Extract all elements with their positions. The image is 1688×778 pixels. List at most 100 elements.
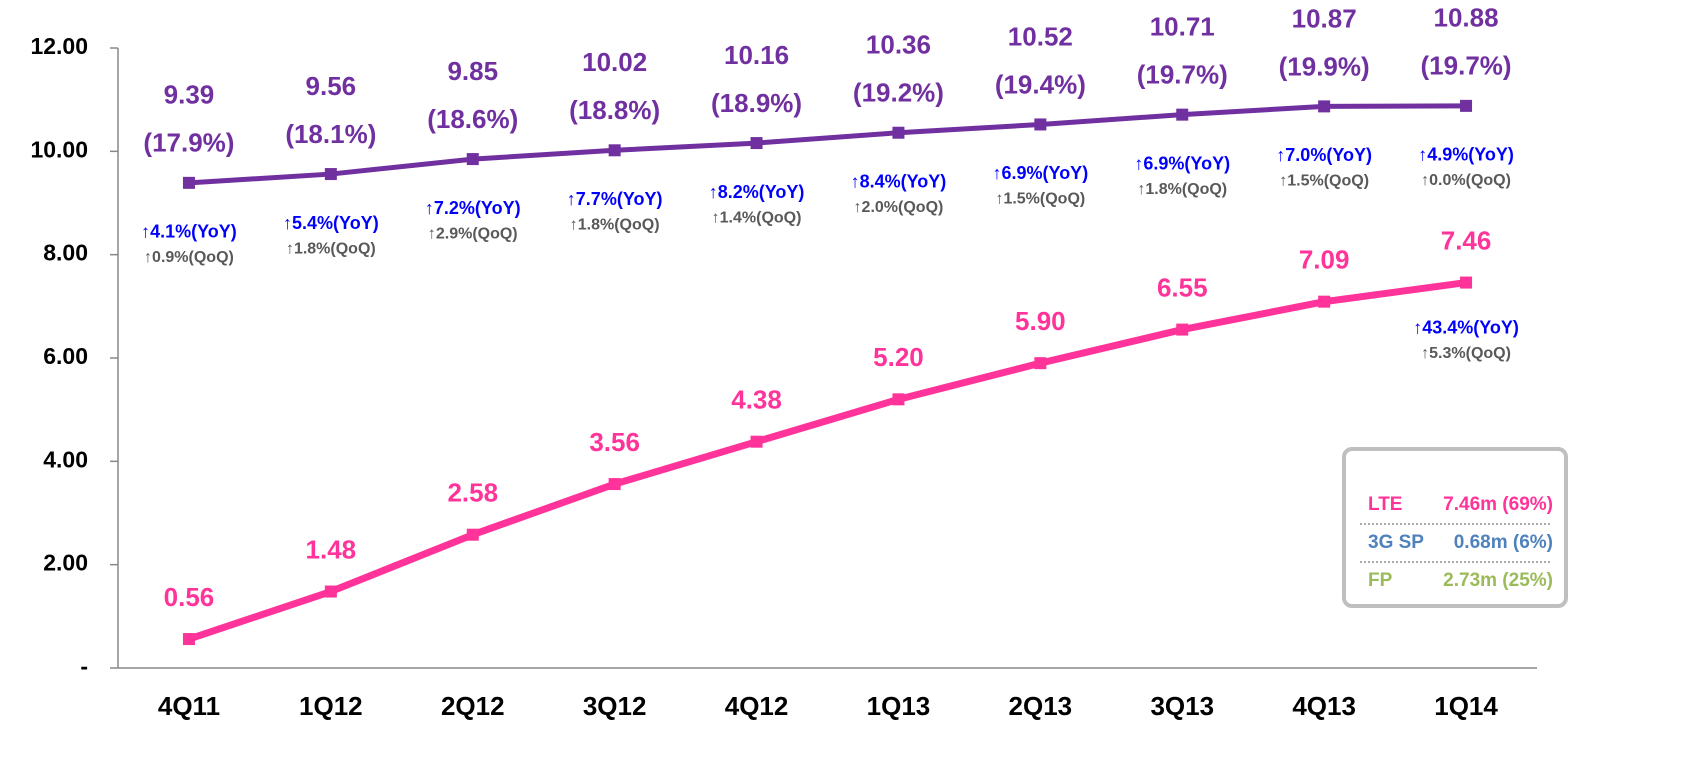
value-label: 9.56 — [306, 71, 357, 101]
value-label: 6.55 — [1157, 272, 1208, 302]
point-marker — [324, 168, 337, 181]
x-tick-label: 2Q13 — [1009, 691, 1073, 721]
value-label: 10.02 — [582, 47, 647, 77]
value-label: 10.36 — [866, 30, 931, 60]
yoy-label: ↑4.1%(YoY) — [141, 222, 237, 242]
share-label: (17.9%) — [143, 128, 234, 158]
yoy-label: ↑6.9%(YoY) — [1134, 153, 1230, 173]
share-label: (18.1%) — [285, 119, 376, 149]
qoq-label: ↑0.0%(QoQ) — [1421, 172, 1511, 189]
qoq-label: ↑5.3%(QoQ) — [1421, 345, 1511, 362]
series-line — [188, 103, 1467, 186]
qoq-label: ↑1.5%(QoQ) — [1279, 173, 1369, 190]
point-marker — [1460, 99, 1473, 112]
value-label: 4.38 — [731, 385, 782, 415]
value-label: 0.56 — [164, 582, 215, 612]
point-marker — [182, 633, 195, 646]
y-tick-label: - — [80, 653, 88, 679]
y-tick-label: 6.00 — [43, 343, 88, 369]
y-tick-label: 12.00 — [30, 33, 88, 59]
x-tick-label: 1Q14 — [1434, 691, 1498, 721]
box-row-label: FP — [1368, 570, 1393, 591]
value-label: 10.52 — [1008, 21, 1073, 51]
share-label: (19.7%) — [1137, 60, 1228, 90]
box-row-value: 7.46m (69%) — [1443, 494, 1553, 515]
value-label: 9.39 — [164, 80, 215, 110]
point-marker — [324, 585, 337, 598]
y-tick-label: 4.00 — [43, 446, 88, 472]
qoq-label: ↑1.5%(QoQ) — [995, 191, 1085, 208]
value-label: 5.20 — [873, 342, 924, 372]
qoq-label: ↑1.8%(QoQ) — [570, 217, 660, 234]
yoy-label: ↑5.4%(YoY) — [283, 213, 379, 233]
breakdown-box — [1342, 447, 1568, 608]
point-marker — [608, 478, 621, 491]
yoy-label: ↑8.2%(YoY) — [709, 182, 805, 202]
point-marker — [750, 137, 763, 150]
point-marker — [1176, 323, 1189, 336]
point-marker — [608, 144, 621, 157]
series-line — [187, 279, 1467, 643]
qoq-label: ↑1.8%(QoQ) — [1137, 181, 1227, 198]
box-row-label: LTE — [1368, 494, 1402, 515]
point-marker — [182, 176, 195, 189]
value-label: 10.71 — [1150, 12, 1215, 42]
yoy-label: ↑7.7%(YoY) — [567, 189, 663, 209]
x-tick-label: 1Q12 — [299, 691, 363, 721]
y-tick-label: 10.00 — [30, 136, 88, 162]
value-label: 10.16 — [724, 40, 789, 70]
y-tick-label: 2.00 — [43, 550, 88, 576]
yoy-label: ↑6.9%(YoY) — [993, 163, 1089, 183]
x-tick-label: 3Q13 — [1150, 691, 1214, 721]
point-marker — [892, 393, 905, 406]
point-marker — [1176, 108, 1189, 121]
value-label: 10.88 — [1434, 3, 1499, 33]
share-label: (18.9%) — [711, 88, 802, 118]
box-row-label: 3G SP — [1368, 532, 1424, 553]
value-label: 7.09 — [1299, 245, 1350, 275]
point-marker — [1034, 357, 1047, 370]
x-tick-label: 1Q13 — [867, 691, 931, 721]
share-label: (19.7%) — [1421, 51, 1512, 81]
share-label: (18.6%) — [427, 104, 518, 134]
point-marker — [1034, 118, 1047, 131]
point-marker — [1318, 100, 1331, 113]
point-marker — [466, 153, 479, 166]
qoq-label: ↑2.0%(QoQ) — [854, 199, 944, 216]
qoq-label: ↑1.8%(QoQ) — [286, 240, 376, 257]
yoy-label: ↑4.9%(YoY) — [1418, 145, 1514, 165]
x-tick-label: 4Q13 — [1292, 691, 1356, 721]
value-label: 7.46 — [1441, 225, 1492, 255]
value-label: 5.90 — [1015, 306, 1066, 336]
yoy-label: ↑7.0%(YoY) — [1276, 145, 1372, 165]
y-tick-label: 8.00 — [43, 240, 88, 266]
share-label: (19.9%) — [1279, 51, 1370, 81]
point-marker — [892, 126, 905, 139]
yoy-label: ↑8.4%(YoY) — [851, 171, 947, 191]
value-label: 3.56 — [589, 427, 640, 457]
point-marker — [750, 435, 763, 448]
value-label: 10.87 — [1292, 3, 1357, 33]
x-tick-label: 4Q12 — [725, 691, 789, 721]
yoy-label: ↑43.4%(YoY) — [1413, 317, 1519, 337]
point-marker — [1318, 295, 1331, 308]
value-label: 1.48 — [306, 534, 357, 564]
x-tick-label: 3Q12 — [583, 691, 647, 721]
point-marker — [1460, 276, 1473, 289]
box-row-value: 2.73m (25%) — [1443, 570, 1553, 591]
value-label: 9.85 — [447, 56, 498, 86]
qoq-label: ↑0.9%(QoQ) — [144, 249, 234, 266]
qoq-label: ↑1.4%(QoQ) — [712, 209, 802, 226]
box-row-value: 0.68m (6%) — [1454, 532, 1553, 553]
x-tick-label: 2Q12 — [441, 691, 505, 721]
share-label: (19.4%) — [995, 69, 1086, 99]
yoy-label: ↑7.2%(YoY) — [425, 198, 521, 218]
point-marker — [466, 528, 479, 541]
value-label: 2.58 — [447, 478, 498, 508]
share-label: (19.2%) — [853, 78, 944, 108]
qoq-label: ↑2.9%(QoQ) — [428, 225, 518, 242]
share-label: (18.8%) — [569, 95, 660, 125]
x-tick-label: 4Q11 — [158, 691, 220, 721]
